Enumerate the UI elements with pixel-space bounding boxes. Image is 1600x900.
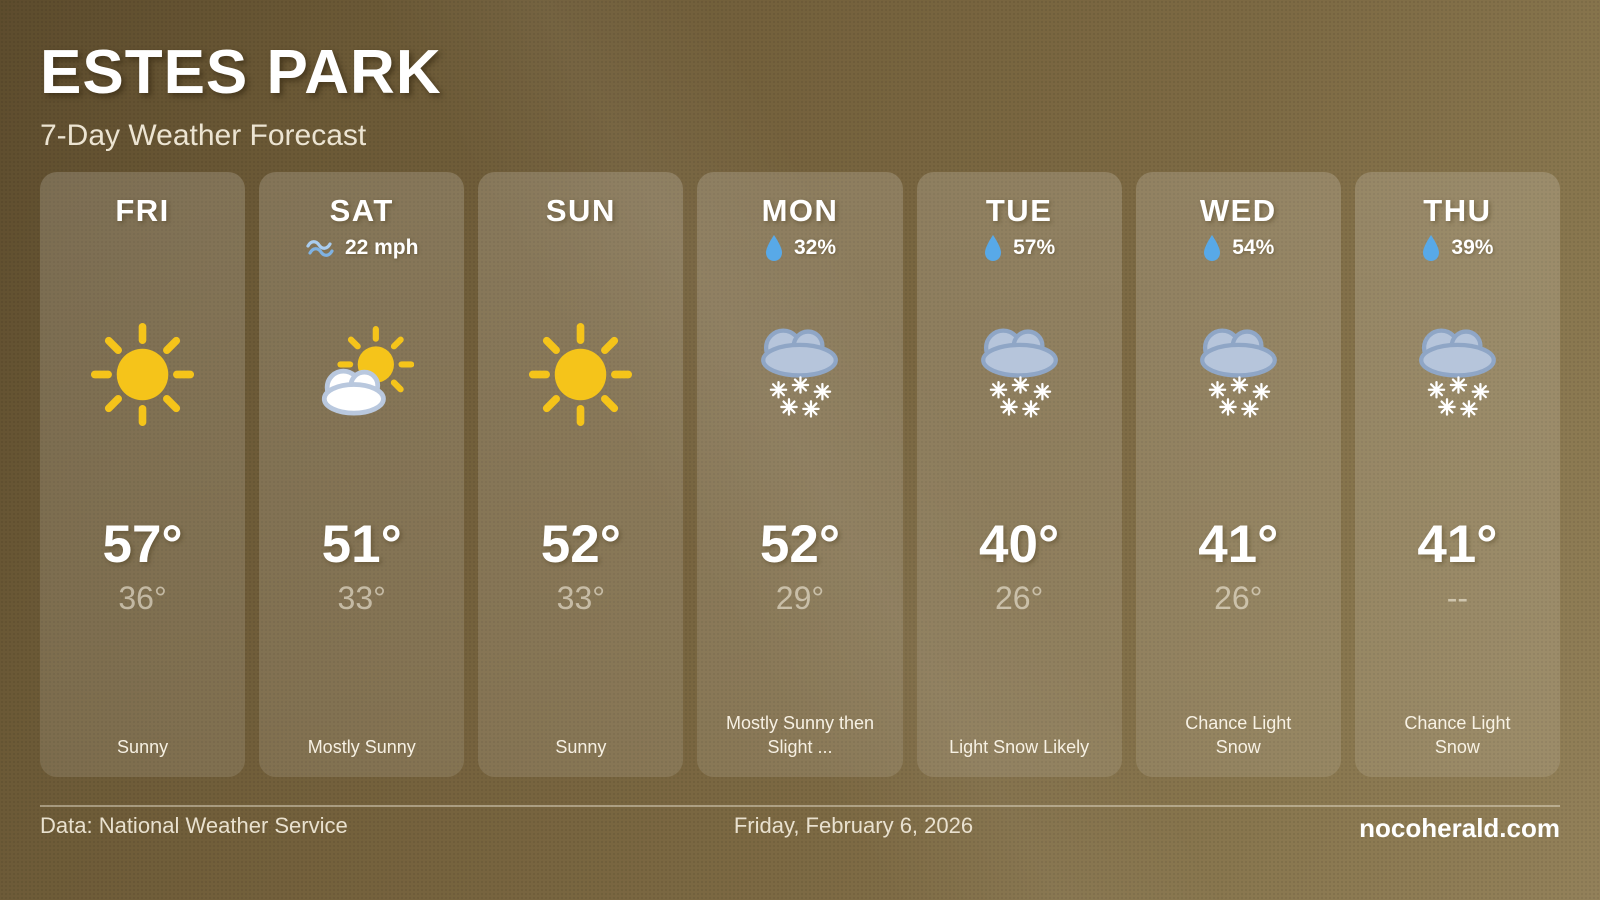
precip-chance: 54%: [1232, 236, 1275, 259]
droplet-icon: [985, 235, 1002, 261]
footer: Data: National Weather Service Friday, F…: [40, 813, 1560, 844]
forecast-card-mon: MON 32% 52° 29° Mostly Sunny then Slight…: [697, 172, 903, 777]
page-title: ESTES PARK: [40, 38, 442, 107]
precip-chance: 39%: [1451, 236, 1494, 259]
high-temp: 41°: [1198, 515, 1279, 574]
weather-iconbox: [90, 294, 195, 454]
forecast-card-fri: FRI 57° 36° Sunny: [40, 172, 246, 777]
day-label: SAT: [329, 193, 394, 228]
precip-chance: 32%: [793, 236, 836, 259]
sun-icon: [528, 322, 633, 427]
footer-divider: [40, 805, 1560, 807]
droplet-icon: [1423, 235, 1440, 261]
high-temp: 51°: [321, 515, 402, 574]
forecast-description: Mostly Sunny then Slight ...: [725, 713, 875, 757]
wind-speed: 22 mph: [344, 236, 419, 259]
low-temp: --: [1446, 580, 1469, 616]
high-temp: 57°: [102, 515, 183, 574]
high-temp: 52°: [540, 515, 621, 574]
low-temp: 29°: [775, 580, 825, 616]
day-label: FRI: [115, 193, 170, 228]
forecast-card-thu: THU 39% 41° -- Chance Light Snow: [1354, 172, 1560, 777]
weather-iconbox: [1405, 294, 1510, 454]
low-temp: 33°: [337, 580, 386, 616]
forecast-card-sat: SAT 22 mph 51° 33° Mostly Sunny: [259, 172, 465, 777]
forecast-card-sun: SUN 52° 33° Sunny: [478, 172, 684, 777]
sun-icon: [90, 322, 195, 427]
wind-icon: [306, 240, 334, 257]
info-row: 22 mph: [305, 230, 419, 266]
forecast-description: Light Snow Likely: [949, 736, 1090, 757]
precip-chance: 57%: [1013, 236, 1056, 259]
site-name: nocoherald.com: [1359, 813, 1560, 843]
high-temp: 52°: [759, 515, 841, 574]
info-row: 54%: [1202, 230, 1274, 266]
day-label: WED: [1199, 193, 1277, 228]
snow-cloud-icon: [967, 317, 1072, 432]
forecast-card-wed: WED 54% 41° 26° Chance Light Snow: [1135, 172, 1341, 777]
snow-cloud-icon: [1405, 317, 1510, 432]
low-temp: 36°: [118, 580, 167, 616]
day-label: MON: [761, 193, 839, 228]
forecast-card-row: FRI 57° 36° Sunny SAT 22 mph 51° 33° Mos…: [40, 172, 1560, 777]
low-temp: 26°: [994, 580, 1044, 616]
high-temp: 40°: [979, 515, 1060, 574]
droplet-icon: [765, 235, 782, 261]
forecast-description: Chance Light Snow: [1404, 713, 1511, 757]
snow-cloud-icon: [1186, 317, 1291, 432]
info-row: 57%: [983, 230, 1055, 266]
forecast-card-tue: TUE 57% 40° 26° Light Snow Likely: [916, 172, 1122, 777]
snow-cloud-icon: [747, 317, 852, 432]
info-row: 39%: [1421, 230, 1493, 266]
weather-iconbox: [967, 294, 1072, 454]
info-row: 32%: [764, 230, 836, 266]
forecast-description: Sunny: [117, 736, 169, 757]
day-label: SUN: [545, 193, 616, 228]
day-label: THU: [1423, 193, 1492, 228]
weather-iconbox: [528, 294, 633, 454]
low-temp: 33°: [556, 580, 606, 616]
high-temp: 41°: [1417, 515, 1498, 574]
data-source-text: Data: National Weather Service: [40, 813, 348, 838]
forecast-description: Sunny: [555, 736, 607, 757]
forecast-description: Chance Light Snow: [1185, 713, 1292, 757]
page-subtitle: 7-Day Weather Forecast: [40, 119, 367, 152]
low-temp: 26°: [1214, 580, 1263, 616]
day-label: TUE: [985, 193, 1053, 228]
weather-iconbox: [1186, 294, 1291, 454]
sun-behind-cloud-icon: [309, 324, 414, 424]
forecast-description: Mostly Sunny: [307, 736, 416, 757]
droplet-icon: [1204, 235, 1221, 261]
weather-iconbox: [747, 294, 852, 454]
weather-iconbox: [309, 294, 414, 454]
footer-date: Friday, February 6, 2026: [733, 813, 974, 838]
